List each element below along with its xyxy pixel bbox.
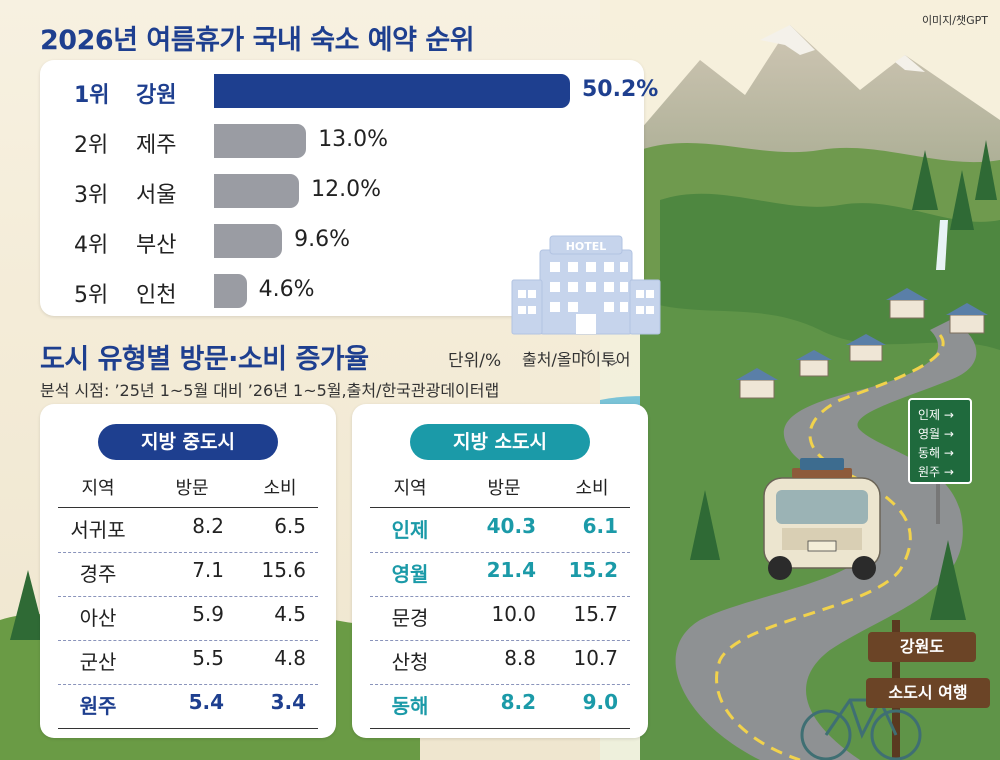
table-bottom-rule xyxy=(58,728,318,729)
table-header-cell: 지역 xyxy=(81,478,115,499)
table-spend-cell: 3.4 xyxy=(270,690,306,714)
table-spend-cell: 6.1 xyxy=(582,514,618,538)
table-visit-cell: 8.2 xyxy=(192,514,224,538)
table-region-cell: 동해 xyxy=(391,694,429,718)
rank-region: 강원 xyxy=(136,83,177,108)
table-visit-cell: 40.3 xyxy=(486,514,536,538)
table-visit-cell: 8.2 xyxy=(500,690,536,714)
road-sign-line: 영월 → xyxy=(918,427,954,441)
rank-region: 제주 xyxy=(136,133,177,158)
rank-value: 13.0% xyxy=(318,127,389,152)
table-visit-cell: 10.0 xyxy=(491,602,536,626)
table-region-cell: 군산 xyxy=(79,650,117,674)
rank-bar xyxy=(214,174,300,208)
road-sign-line: 원주 → xyxy=(918,465,954,479)
table-header-rule xyxy=(58,507,318,508)
rank-bar xyxy=(214,274,247,308)
rank-value: 9.6% xyxy=(294,227,350,252)
rank-value: 12.0% xyxy=(311,177,381,202)
table-spend-cell: 15.6 xyxy=(261,558,306,582)
table-row-divider xyxy=(370,596,630,597)
rank-bar xyxy=(214,74,570,108)
table-spend-cell: 15.2 xyxy=(568,558,618,582)
unit-label: 단위/% xyxy=(448,351,502,371)
ranking-source: 출처/올마이투어 xyxy=(522,350,631,369)
table-visit-cell: 8.8 xyxy=(504,646,536,670)
wood-sign-gangwon: 강원도 xyxy=(868,632,976,662)
table-row-divider xyxy=(370,552,630,553)
table-region-cell: 문경 xyxy=(391,606,429,630)
table-row-divider xyxy=(370,640,630,641)
rank-number: 2위 xyxy=(74,133,109,158)
hotel-sign: HOTEL xyxy=(566,240,607,253)
table-region-cell: 아산 xyxy=(79,606,117,630)
rank-bar xyxy=(214,124,307,158)
rank-value: 50.2% xyxy=(582,77,659,102)
road-sign-line: 동해 → xyxy=(918,446,954,460)
table-header-cell: 소비 xyxy=(575,478,609,499)
rank-region: 서울 xyxy=(136,183,177,208)
rank-number: 3위 xyxy=(74,183,109,208)
rank-region: 인천 xyxy=(136,283,177,308)
road-sign: 인제 → 영월 → 동해 → 원주 → xyxy=(908,398,972,484)
table-spend-cell: 10.7 xyxy=(573,646,618,670)
table-visit-cell: 5.4 xyxy=(188,690,224,714)
table-region-cell: 경주 xyxy=(79,562,117,586)
table-row-divider xyxy=(58,596,318,597)
rank-bar xyxy=(214,224,283,258)
table-row-divider xyxy=(370,684,630,685)
table-spend-cell: 15.7 xyxy=(573,602,618,626)
table-spend-cell: 9.0 xyxy=(582,690,618,714)
table-spend-cell: 4.8 xyxy=(274,646,306,670)
table-title-pill: 지방 중도시 xyxy=(98,424,278,460)
table-region-cell: 산청 xyxy=(391,650,429,674)
table-header-cell: 방문 xyxy=(175,478,209,499)
rank-number: 1위 xyxy=(74,83,110,108)
rank-number: 5위 xyxy=(74,283,109,308)
table-region-cell: 원주 xyxy=(79,694,117,718)
table-spend-cell: 4.5 xyxy=(274,602,306,626)
table-header-cell: 지역 xyxy=(393,478,427,499)
table-header-cell: 방문 xyxy=(487,478,521,499)
table-visit-cell: 21.4 xyxy=(486,558,536,582)
table-visit-cell: 5.5 xyxy=(192,646,224,670)
table-visit-cell: 7.1 xyxy=(192,558,224,582)
ranking-title: 2026년 여름휴가 국내 숙소 예약 순위 xyxy=(40,25,475,56)
hotel-icon: HOTEL xyxy=(511,235,661,335)
rank-value: 4.6% xyxy=(258,277,315,302)
table-bottom-rule xyxy=(370,728,630,729)
ranking-panel: 1위 강원 50.2% 2위 제주 13.0% 3위 서울 12.0% 4위 부산 9.6% 5위 인천 4… xyxy=(40,60,661,369)
rank-number: 4위 xyxy=(74,233,109,258)
table-visit-cell: 5.9 xyxy=(192,602,224,626)
table-row-divider xyxy=(58,552,318,553)
table-row-divider xyxy=(58,684,318,685)
image-credit: 이미지/챗GPT xyxy=(921,14,988,27)
table-region-cell: 영월 xyxy=(391,562,429,586)
analysis-period-note: 분석 시점: ’25년 1~5월 대비 ’26년 1~5월,출처/한국관광데이터… xyxy=(40,381,500,400)
table-region-cell: 인제 xyxy=(391,518,429,542)
table-row-divider xyxy=(58,640,318,641)
rank-region: 부산 xyxy=(136,233,177,258)
wood-sign-small-city-trip: 소도시 여행 xyxy=(866,678,990,708)
table-header-rule xyxy=(370,507,630,508)
table-region-cell: 서귀포 xyxy=(70,518,126,542)
road-sign-line: 인제 → xyxy=(918,408,954,422)
table-spend-cell: 6.5 xyxy=(274,514,306,538)
table-title-pill: 지방 소도시 xyxy=(410,424,590,460)
growth-title: 도시 유형별 방문·소비 증가율 xyxy=(40,344,369,375)
table-header-cell: 소비 xyxy=(263,478,297,499)
